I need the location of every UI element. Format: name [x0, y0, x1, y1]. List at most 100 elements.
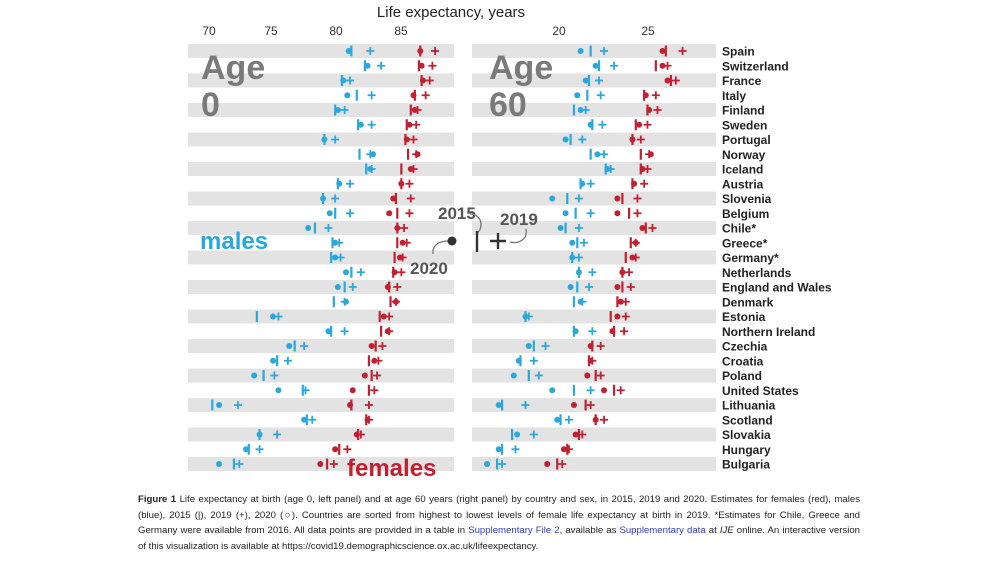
females-2019-cross: [370, 386, 379, 395]
country-label: France: [722, 74, 762, 88]
females-2020-dot: [631, 180, 638, 187]
females-2020-dot: [418, 62, 425, 69]
females-2019-cross: [648, 224, 657, 232]
males-2019-cross: [586, 209, 595, 218]
males-2020-dot: [522, 313, 529, 320]
females-2020-dot: [659, 48, 666, 54]
males-2020-dot: [495, 446, 502, 453]
males-2019-cross: [578, 135, 587, 144]
females-2020-dot: [386, 210, 393, 217]
country-label: United States: [722, 384, 799, 398]
females-2019-cross: [625, 268, 634, 277]
row-stripe: [188, 398, 454, 412]
males-2020-dot: [345, 48, 352, 54]
country-label: Slovakia: [722, 428, 771, 442]
males-2019-cross: [300, 342, 309, 350]
row-stripe: [188, 162, 454, 176]
females-2020-dot: [632, 239, 639, 246]
females-2020-dot: [647, 151, 654, 158]
country-label: Hungary: [722, 443, 771, 457]
row-stripe: [188, 132, 454, 147]
x-tick-label: 80: [329, 24, 343, 38]
females-2020-dot: [584, 372, 591, 379]
country-label: Bulgaria: [722, 458, 770, 472]
males-2019-cross: [598, 120, 607, 129]
males-2020-dot: [332, 239, 339, 246]
row-stripe: [472, 280, 716, 294]
males-2020-dot: [334, 107, 341, 113]
males-2019-cross: [331, 194, 340, 203]
females-2019-cross: [633, 194, 642, 203]
males-2019-cross: [367, 91, 376, 100]
males-2019-cross: [541, 342, 550, 350]
females-2019-cross: [616, 386, 625, 395]
males-2019-cross: [356, 268, 365, 277]
females-2019-cross: [421, 91, 430, 100]
country-label: Norway: [722, 148, 766, 162]
country-label: Sweden: [722, 118, 767, 132]
row-stripe: [188, 221, 454, 235]
males-2020-dot: [587, 121, 594, 128]
males-2020-dot: [336, 180, 343, 187]
supplementary-data-link[interactable]: Supplementary data: [619, 525, 706, 536]
males-2019-cross: [301, 386, 310, 395]
females-2019-cross: [397, 268, 406, 277]
males-2020-dot: [216, 402, 223, 408]
females-2020-dot: [614, 195, 621, 202]
males-2019-cross: [596, 91, 605, 100]
males-2020-dot: [582, 77, 589, 84]
age60-label-line1: Age: [489, 49, 553, 87]
row-stripe: [472, 103, 716, 117]
males-2020-dot: [510, 372, 517, 379]
females-2020-dot: [392, 298, 399, 305]
females-2020-dot: [619, 269, 626, 276]
females-2020-dot: [380, 313, 387, 320]
males-2020-dot: [342, 269, 349, 276]
males-2020-dot: [579, 180, 586, 187]
legend-2020-marker: [447, 236, 457, 246]
country-label: Slovenia: [722, 192, 772, 206]
females-2019-cross: [653, 106, 662, 114]
males-2020-dot: [286, 343, 293, 349]
males-2020-dot: [305, 225, 312, 231]
males-2020-dot: [515, 357, 522, 364]
row-stripe: [472, 73, 716, 88]
row-stripe: [472, 191, 716, 206]
row-stripe: [472, 250, 716, 265]
females-2020-dot: [636, 121, 643, 128]
country-label: Finland: [722, 104, 765, 118]
males-2020-dot: [575, 269, 582, 276]
females-2019-cross: [586, 401, 595, 409]
females-2019-cross: [600, 415, 609, 424]
males-2020-dot: [357, 121, 364, 128]
females-2019-cross: [393, 283, 402, 291]
females-2020-dot: [349, 387, 356, 394]
females-2020-dot: [410, 92, 417, 99]
supplementary-file-link[interactable]: Supplementary File 2: [468, 525, 560, 536]
males-2020-dot: [334, 284, 341, 290]
x-tick-label: 25: [641, 24, 655, 38]
males-2020-dot: [514, 431, 521, 438]
males-2020-dot: [554, 416, 561, 423]
row-stripe: [472, 368, 716, 383]
females-2019-cross: [621, 312, 630, 321]
females-2019-cross: [378, 342, 387, 350]
row-stripe: [188, 44, 454, 58]
females-2020-dot: [587, 357, 594, 364]
males-2019-cross: [574, 253, 583, 262]
x-tick-label: 85: [394, 24, 408, 38]
males-2020-dot: [549, 195, 556, 202]
males-2019-cross: [346, 209, 355, 218]
males-2020-dot: [344, 92, 351, 99]
females-2020-dot: [570, 402, 577, 408]
males-2020-dot: [320, 195, 327, 202]
females-2020-dot: [417, 48, 424, 54]
age60-label-line2: 60: [489, 86, 527, 124]
country-label: Lithuania: [722, 399, 776, 413]
females-2020-dot: [411, 107, 418, 113]
row-stripe: [188, 103, 454, 117]
males-2019-cross: [367, 120, 376, 129]
males-2020-dot: [251, 372, 258, 379]
country-label: Spain: [722, 45, 755, 59]
legend-2019-label: 2019: [500, 210, 538, 229]
